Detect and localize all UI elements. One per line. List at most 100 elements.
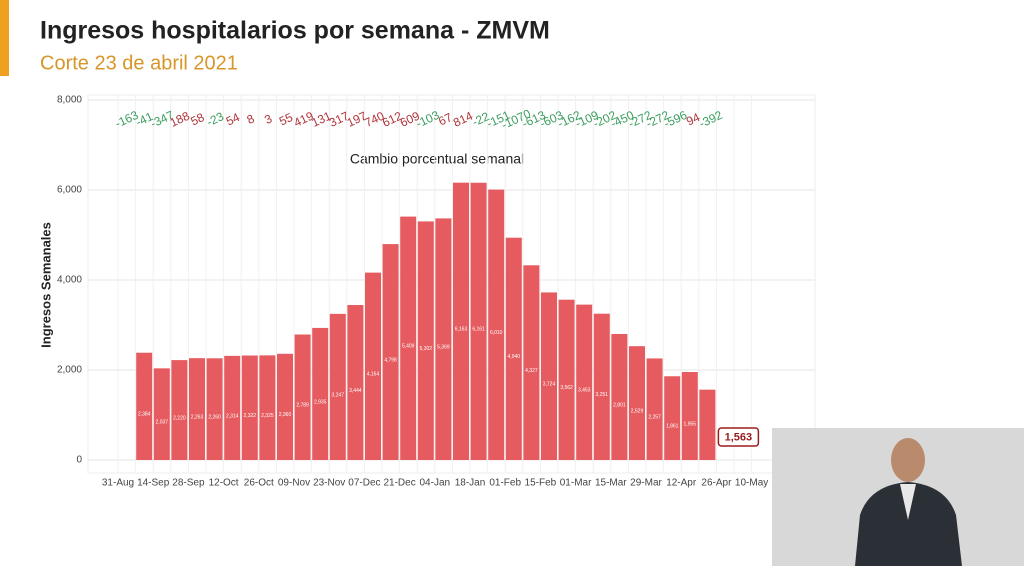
y-tick-label: 4,000 [57, 275, 82, 286]
x-tick-label: 15-Feb [525, 478, 557, 489]
bar [699, 389, 716, 460]
x-tick-label: 26-Oct [244, 478, 274, 489]
bar [400, 216, 417, 460]
value-label: 2,257 [648, 415, 661, 421]
change-label: -23 [204, 109, 226, 129]
value-label: 2,360 [279, 412, 292, 418]
change-label: -22 [470, 109, 492, 129]
bar [646, 358, 663, 460]
change-label: -41 [134, 109, 156, 129]
y-axis-label: Ingresos Semanales [38, 222, 53, 348]
x-tick-label: 10-May [735, 478, 768, 489]
bar [435, 218, 452, 460]
value-label: 6,010 [490, 330, 503, 336]
value-label: 4,164 [367, 372, 380, 378]
bar [611, 333, 628, 460]
bar [558, 299, 575, 460]
bar [224, 355, 241, 460]
value-label: 2,322 [244, 413, 257, 419]
x-tick-label: 31-Aug [102, 478, 134, 489]
bar [576, 304, 593, 460]
bar [681, 372, 698, 460]
bar [171, 360, 188, 460]
bar [593, 313, 610, 460]
value-label: 2,263 [191, 414, 204, 420]
x-tick-label: 15-Mar [595, 478, 627, 489]
x-tick-label: 28-Sep [172, 478, 205, 489]
value-label: 4,940 [508, 354, 521, 360]
bar [277, 353, 293, 460]
value-label: 5,369 [437, 345, 450, 351]
x-tick-label: 12-Oct [209, 478, 239, 489]
value-label: 5,302 [420, 346, 433, 352]
value-label: 4,327 [525, 368, 538, 374]
value-label: 2,384 [138, 412, 151, 418]
bar [241, 355, 258, 460]
bar [153, 368, 170, 460]
changes-title: Cambio porcentual semanal [350, 151, 524, 167]
change-label: 58 [188, 110, 206, 128]
bar [470, 182, 487, 460]
y-tick-label: 8,000 [57, 95, 82, 106]
highlight-box [717, 427, 760, 447]
value-label: 6,163 [455, 327, 468, 333]
bar [541, 292, 557, 460]
change-label: 94 [684, 110, 702, 128]
accent-bar [0, 0, 9, 76]
bar [294, 334, 311, 460]
bar [136, 352, 153, 460]
bar [664, 376, 681, 460]
x-tick-label: 14-Sep [137, 478, 170, 489]
value-label: 1,861 [666, 423, 679, 429]
interpreter-video [772, 428, 1024, 566]
value-label: 2,801 [613, 402, 626, 408]
highlight-label: 1,563 [725, 431, 753, 443]
x-tick-label: 18-Jan [455, 478, 486, 489]
value-label: 3,724 [543, 382, 556, 388]
page-title: Ingresos hospitalarios por semana - ZMVM [40, 17, 550, 45]
value-label: 2,314 [226, 413, 239, 419]
value-label: 2,260 [208, 414, 221, 420]
bar [505, 237, 522, 460]
x-tick-label: 29-Mar [630, 478, 662, 489]
value-label: 3,562 [560, 385, 573, 391]
bar [259, 355, 276, 460]
value-label: 4,798 [384, 357, 397, 363]
bar [417, 221, 434, 460]
x-tick-label: 01-Feb [489, 478, 521, 489]
value-label: 1,955 [684, 421, 697, 427]
x-tick-label: 04-Jan [420, 478, 451, 489]
x-tick-label: 21-Dec [383, 478, 415, 489]
bar [206, 358, 223, 460]
bar [453, 182, 469, 461]
value-label: 5,409 [402, 344, 415, 350]
bar [365, 272, 381, 460]
bar [189, 358, 205, 460]
x-tick-label: 07-Dec [348, 478, 380, 489]
value-label: 3,247 [332, 392, 345, 398]
bar [488, 189, 505, 461]
value-label: 3,251 [596, 392, 609, 398]
value-label: 2,529 [631, 408, 644, 414]
x-tick-label: 01-Mar [560, 478, 592, 489]
bar [629, 346, 645, 460]
bar [329, 313, 346, 460]
page-subtitle: Corte 23 de abril 2021 [40, 52, 238, 74]
bar [347, 305, 364, 460]
value-label: 3,453 [578, 388, 591, 394]
value-label: 6,161 [472, 327, 485, 333]
value-label: 2,325 [261, 413, 274, 419]
value-label: 2,220 [173, 415, 186, 421]
value-label: 2,935 [314, 399, 327, 405]
bar [312, 327, 329, 460]
change-label: 55 [277, 110, 295, 128]
x-tick-label: 12-Apr [666, 478, 697, 489]
y-tick-label: 0 [76, 455, 82, 466]
value-label: 3,444 [349, 388, 362, 394]
x-tick-label: 26-Apr [701, 478, 732, 489]
x-tick-label: 09-Nov [278, 478, 310, 489]
bar [523, 265, 540, 460]
change-label: 67 [436, 110, 454, 128]
change-label: 54 [224, 110, 242, 128]
